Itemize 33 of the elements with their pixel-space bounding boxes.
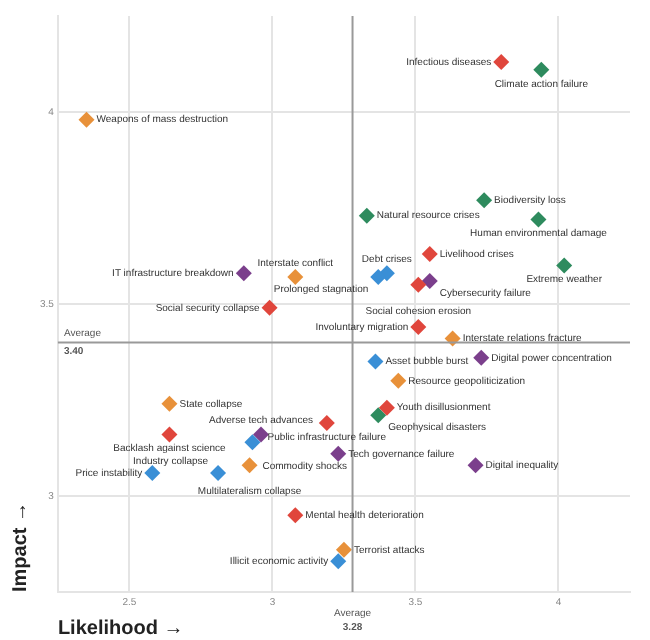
point (533, 61, 550, 78)
point (330, 445, 347, 462)
point (253, 426, 269, 443)
point (476, 192, 493, 209)
point (241, 457, 258, 474)
point (330, 553, 347, 570)
point (358, 207, 375, 224)
point (235, 265, 252, 282)
point (370, 407, 387, 424)
point (410, 276, 427, 293)
point (467, 457, 484, 474)
point (161, 426, 178, 443)
point (530, 211, 547, 228)
point (370, 269, 387, 286)
point (335, 541, 352, 558)
point (390, 372, 407, 389)
point (367, 353, 384, 370)
point (473, 349, 490, 366)
point (161, 395, 178, 412)
point (421, 272, 438, 289)
x-axis-title: Likelihood → (57, 617, 184, 640)
point (261, 299, 278, 316)
point (78, 111, 95, 128)
point (244, 434, 261, 451)
y-axis-title: Impact → (9, 501, 32, 592)
point (556, 257, 573, 274)
point (421, 246, 438, 263)
point (493, 54, 510, 71)
point (378, 399, 395, 416)
point (318, 415, 335, 432)
point (287, 507, 304, 524)
point (410, 319, 427, 336)
point (210, 464, 227, 481)
